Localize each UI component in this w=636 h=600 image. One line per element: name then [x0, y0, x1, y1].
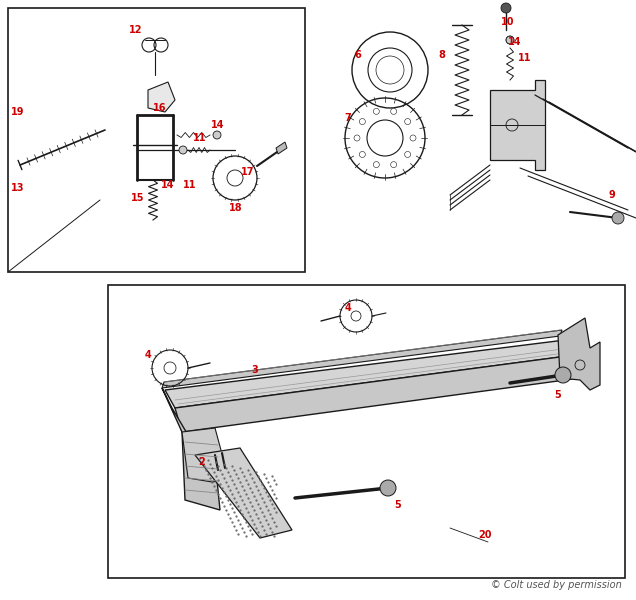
Circle shape: [506, 36, 514, 44]
Text: 5: 5: [394, 500, 401, 510]
Polygon shape: [175, 355, 580, 432]
Text: 14: 14: [211, 120, 225, 130]
Text: 17: 17: [241, 167, 255, 177]
Text: 11: 11: [518, 53, 532, 63]
Polygon shape: [565, 335, 590, 380]
Circle shape: [404, 151, 411, 157]
Text: 7: 7: [345, 113, 351, 123]
Polygon shape: [148, 82, 175, 112]
Circle shape: [391, 161, 397, 167]
Circle shape: [179, 146, 187, 154]
Circle shape: [213, 131, 221, 139]
Circle shape: [410, 135, 416, 141]
Polygon shape: [490, 80, 545, 170]
Circle shape: [354, 135, 360, 141]
Text: 3: 3: [252, 365, 258, 375]
Circle shape: [359, 119, 365, 125]
Bar: [8, 8, 305, 272]
Text: 18: 18: [229, 203, 243, 213]
Circle shape: [555, 367, 571, 383]
Circle shape: [373, 109, 379, 115]
Text: 4: 4: [144, 350, 151, 360]
Circle shape: [501, 3, 511, 13]
Circle shape: [612, 212, 624, 224]
Text: 2: 2: [198, 457, 205, 467]
Circle shape: [373, 161, 379, 167]
Text: 15: 15: [131, 193, 145, 203]
Text: 20: 20: [478, 530, 492, 540]
Polygon shape: [195, 448, 292, 538]
Polygon shape: [276, 142, 287, 154]
Text: 14: 14: [508, 37, 522, 47]
Circle shape: [380, 480, 396, 496]
Text: 8: 8: [439, 50, 445, 60]
Polygon shape: [558, 318, 600, 390]
Bar: [108, 285, 625, 578]
Text: 11: 11: [183, 180, 197, 190]
Text: 13: 13: [11, 183, 25, 193]
Text: 16: 16: [153, 103, 167, 113]
Polygon shape: [162, 330, 562, 388]
Text: 11: 11: [193, 133, 207, 143]
Text: 12: 12: [129, 25, 142, 35]
Circle shape: [359, 151, 365, 157]
Circle shape: [391, 109, 397, 115]
Text: 10: 10: [501, 17, 515, 27]
Text: 4: 4: [345, 303, 351, 313]
Text: 6: 6: [355, 50, 361, 60]
Polygon shape: [162, 388, 220, 510]
Text: 14: 14: [162, 180, 175, 190]
Circle shape: [404, 119, 411, 125]
Text: © Colt used by permission: © Colt used by permission: [491, 580, 622, 590]
Polygon shape: [165, 340, 575, 408]
Text: 5: 5: [555, 390, 562, 400]
Text: 19: 19: [11, 107, 25, 117]
Text: 9: 9: [609, 190, 616, 200]
Polygon shape: [182, 428, 225, 482]
